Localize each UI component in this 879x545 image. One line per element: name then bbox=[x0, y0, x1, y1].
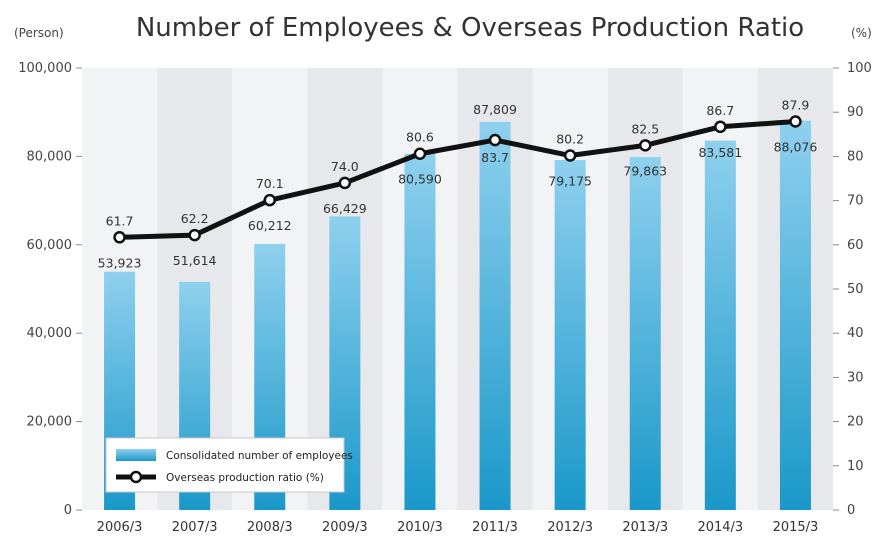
ratio-line bbox=[113, 115, 802, 244]
ratio-point bbox=[488, 133, 502, 147]
employee-value-label: 51,614 bbox=[173, 253, 217, 268]
left-axis-tick-label: 0 bbox=[64, 503, 72, 518]
employee-bar bbox=[554, 160, 586, 510]
ratio-point bbox=[639, 139, 652, 152]
employee-value-label: 66,429 bbox=[323, 201, 367, 216]
ratio-point bbox=[188, 228, 201, 242]
employee-value-label: 53,923 bbox=[98, 255, 142, 270]
left-axis-tick-label: 100,000 bbox=[18, 61, 72, 76]
right-axis-unit: (%) bbox=[851, 26, 872, 40]
x-axis-tick-label: 2010/3 bbox=[397, 520, 443, 535]
right-axis-tick-label: 50 bbox=[847, 282, 864, 297]
x-axis-tick-label: 2012/3 bbox=[547, 520, 593, 535]
ratio-value-label: 80.6 bbox=[406, 130, 434, 145]
left-axis-tick-label: 60,000 bbox=[27, 238, 73, 253]
employee-bar bbox=[404, 153, 436, 510]
x-axis-tick-label: 2014/3 bbox=[697, 520, 743, 535]
employee-value-label: 83,581 bbox=[698, 145, 742, 160]
employee-bar bbox=[704, 140, 736, 511]
employee-value-label: 79,175 bbox=[548, 174, 592, 189]
legend-box bbox=[105, 437, 345, 493]
right-axis-tick-label: 0 bbox=[847, 503, 855, 518]
ratio-line-path bbox=[117, 118, 798, 240]
employee-value-label: 79,863 bbox=[623, 163, 667, 178]
ratio-point bbox=[714, 120, 727, 134]
legend: Consolidated number of employees Oversea… bbox=[105, 437, 353, 493]
x-axis-tick-label: 2009/3 bbox=[322, 520, 368, 535]
left-axis-tick-label: 20,000 bbox=[27, 415, 73, 430]
ratio-value-label: 62.2 bbox=[181, 211, 209, 226]
x-axis-tick-label: 2015/3 bbox=[773, 520, 819, 535]
ratio-point bbox=[789, 115, 802, 128]
right-axis-tick-label: 100 bbox=[847, 61, 872, 76]
right-axis-tick-label: 70 bbox=[847, 194, 864, 209]
ratio-point bbox=[113, 231, 126, 244]
employee-value-label: 88,076 bbox=[774, 139, 818, 154]
right-axis-tick-label: 90 bbox=[847, 105, 864, 120]
ratio-value-label: 83.7 bbox=[481, 150, 509, 165]
ratio-value-label: 87.9 bbox=[782, 97, 810, 112]
ratio-point bbox=[413, 147, 427, 160]
chart-title: Number of Employees & Overseas Productio… bbox=[136, 13, 804, 43]
employee-value-label: 80,590 bbox=[398, 172, 442, 187]
ratio-value-label: 86.7 bbox=[706, 103, 734, 118]
x-axis-tick-label: 2006/3 bbox=[97, 520, 143, 535]
right-axis-tick-label: 30 bbox=[847, 370, 864, 385]
legend-line-label: Overseas production ratio (%) bbox=[166, 472, 324, 484]
data-labels: 53,923 51,614 60,212 66,429 80,590 87,809 79,1… bbox=[98, 97, 818, 270]
ratio-value-label: 74.0 bbox=[331, 159, 359, 174]
ratio-point bbox=[338, 176, 352, 190]
right-axis-tick-label: 60 bbox=[847, 238, 864, 253]
x-axis-tick-label: 2007/3 bbox=[172, 520, 218, 535]
right-axis-tick-label: 10 bbox=[847, 459, 864, 474]
ratio-value-label: 80.2 bbox=[556, 132, 584, 147]
x-axis-tick-label: 2008/3 bbox=[247, 520, 293, 535]
ratio-value-label: 61.7 bbox=[106, 213, 134, 228]
right-axis-tick-label: 80 bbox=[847, 149, 864, 164]
left-axis-unit: (Person) bbox=[14, 26, 64, 40]
legend-line-marker bbox=[129, 470, 143, 484]
ratio-value-label: 70.1 bbox=[256, 176, 284, 191]
x-axis-tick-label: 2013/3 bbox=[622, 520, 668, 535]
employee-bar bbox=[479, 121, 511, 510]
left-axis-tick-label: 40,000 bbox=[27, 326, 73, 341]
legend-bar-swatch bbox=[116, 449, 156, 461]
left-axis-tick-label: 80,000 bbox=[27, 149, 73, 164]
x-axis-tick-label: 2011/3 bbox=[472, 520, 518, 535]
ratio-point bbox=[563, 149, 577, 162]
ratio-point bbox=[263, 193, 276, 207]
ratio-value-label: 82.5 bbox=[631, 121, 659, 136]
right-axis-tick-label: 40 bbox=[847, 326, 864, 341]
employee-bar bbox=[629, 157, 661, 510]
employee-value-label: 87,809 bbox=[473, 102, 517, 117]
bars bbox=[104, 120, 811, 511]
employee-value-label: 60,212 bbox=[248, 218, 292, 233]
right-axis-tick-label: 20 bbox=[847, 415, 864, 430]
axes: 0 20,000 40,000 60,000 80,000 100,000 0 10 20 30 4… bbox=[18, 61, 872, 535]
legend-bar-label: Consolidated number of employees bbox=[166, 450, 353, 462]
employee-bar bbox=[779, 120, 811, 511]
